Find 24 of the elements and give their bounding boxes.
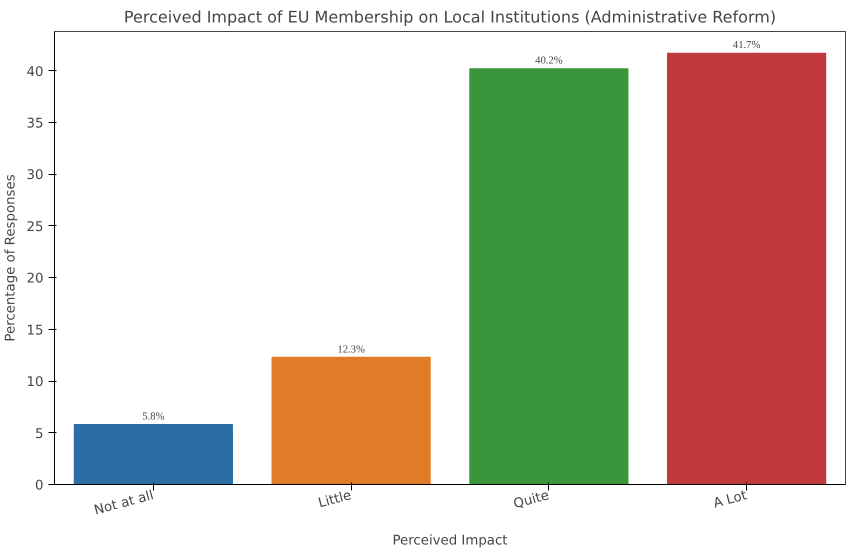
- x-tick-label: A Lot: [712, 488, 749, 512]
- data-label: 5.8%: [142, 412, 165, 423]
- bar: [74, 424, 233, 484]
- y-tick-label: 30: [26, 168, 44, 184]
- y-tick-label: 25: [26, 220, 44, 235]
- x-tick-label: Quite: [512, 488, 551, 512]
- data-label: 12.3%: [337, 344, 366, 356]
- chart-title: Perceived Impact of EU Membership on Local Institutions (Administrative Reform): [124, 8, 776, 26]
- y-tick-label: 0: [35, 478, 44, 494]
- bar: [469, 68, 628, 484]
- x-tick-label: Little: [316, 488, 354, 512]
- y-tick-label: 35: [26, 116, 44, 132]
- x-axis-title: Perceived Impact: [392, 534, 508, 549]
- y-tick-label: 20: [26, 272, 44, 287]
- y-tick-label: 10: [26, 375, 44, 390]
- y-axis-title: Percentage of Responses: [4, 174, 19, 342]
- data-label: 40.2%: [535, 56, 563, 67]
- x-tick-label: Not at all: [92, 488, 156, 518]
- bar: [272, 356, 431, 484]
- y-tick-label: 15: [26, 323, 44, 338]
- y-tick-label: 5: [35, 426, 44, 442]
- data-label: 41.7%: [732, 40, 761, 52]
- y-tick-label: 40: [26, 64, 44, 80]
- bar: [667, 52, 826, 484]
